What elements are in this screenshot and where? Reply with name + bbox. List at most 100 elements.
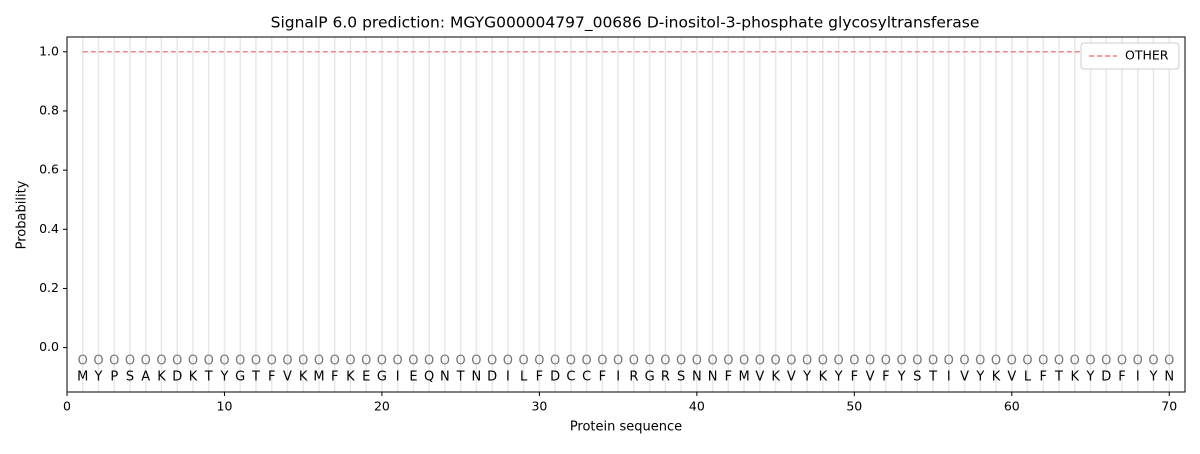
residue-label: C bbox=[566, 370, 575, 385]
residue-label: D bbox=[1101, 370, 1111, 385]
residue-label: K bbox=[189, 370, 198, 385]
residue-label: T bbox=[251, 370, 260, 385]
predicted-label: O bbox=[267, 354, 277, 369]
residue-label: Y bbox=[1149, 370, 1158, 385]
residue-label: C bbox=[582, 370, 591, 385]
residue-label: N bbox=[1164, 370, 1174, 385]
legend-box bbox=[1080, 42, 1180, 70]
residue-label: G bbox=[377, 370, 387, 385]
legend-label: OTHER bbox=[1125, 48, 1169, 63]
residue-label: T bbox=[1054, 370, 1063, 385]
predicted-label: O bbox=[912, 354, 922, 369]
predicted-label: O bbox=[1117, 354, 1127, 369]
residue-label: N bbox=[708, 370, 718, 385]
predicted-label: O bbox=[676, 354, 686, 369]
plot-frame bbox=[66, 36, 1186, 393]
residue-label: V bbox=[755, 370, 764, 385]
y-tick-label: 0.6 bbox=[39, 162, 59, 177]
residue-label: F bbox=[331, 370, 338, 385]
residue-label: I bbox=[1136, 370, 1140, 385]
residue-label: E bbox=[362, 370, 370, 385]
residue-label: F bbox=[268, 370, 275, 385]
predicted-label: O bbox=[298, 354, 308, 369]
x-tick-label: 60 bbox=[1004, 399, 1020, 414]
predicted-label: O bbox=[629, 354, 639, 369]
residue-label: I bbox=[616, 370, 620, 385]
predicted-label: O bbox=[141, 354, 151, 369]
y-tick-label: 0.0 bbox=[39, 339, 59, 354]
predicted-label: O bbox=[1022, 354, 1032, 369]
predicted-label: O bbox=[896, 354, 906, 369]
residue-label: T bbox=[456, 370, 465, 385]
residue-label: K bbox=[346, 370, 355, 385]
residue-label: Y bbox=[94, 370, 103, 385]
residue-label: Y bbox=[975, 370, 984, 385]
x-tick-label: 0 bbox=[63, 399, 71, 414]
y-axis-label: Probability bbox=[15, 180, 30, 249]
predicted-label: O bbox=[739, 354, 749, 369]
predicted-label: O bbox=[723, 354, 733, 369]
residue-label: S bbox=[913, 370, 921, 385]
predicted-label: O bbox=[865, 354, 875, 369]
predicted-label: O bbox=[566, 354, 576, 369]
predicted-label: O bbox=[1164, 354, 1174, 369]
x-tick-label: 30 bbox=[531, 399, 547, 414]
predicted-label: O bbox=[534, 354, 544, 369]
residue-label: K bbox=[1071, 370, 1080, 385]
residue-label: Q bbox=[424, 370, 434, 385]
predicted-label: O bbox=[786, 354, 796, 369]
predicted-label: O bbox=[156, 354, 166, 369]
predicted-label: O bbox=[471, 354, 481, 369]
predicted-label: O bbox=[125, 354, 135, 369]
residue-label: P bbox=[110, 370, 118, 385]
predicted-label: O bbox=[928, 354, 938, 369]
residue-label: K bbox=[771, 370, 780, 385]
residue-label: F bbox=[599, 370, 606, 385]
predicted-label: O bbox=[613, 354, 623, 369]
predicted-label: O bbox=[833, 354, 843, 369]
residue-label: F bbox=[536, 370, 543, 385]
predicted-label: O bbox=[424, 354, 434, 369]
residue-label: K bbox=[157, 370, 166, 385]
residue-label: G bbox=[645, 370, 655, 385]
predicted-label: O bbox=[172, 354, 182, 369]
predicted-label: O bbox=[109, 354, 119, 369]
residue-label: F bbox=[1040, 370, 1047, 385]
residue-label: R bbox=[661, 370, 670, 385]
residue-label: Y bbox=[1086, 370, 1095, 385]
predicted-label: O bbox=[1007, 354, 1017, 369]
predicted-label: O bbox=[975, 354, 985, 369]
residue-label: K bbox=[299, 370, 308, 385]
predicted-label: O bbox=[440, 354, 450, 369]
residue-label: R bbox=[629, 370, 638, 385]
residue-label: N bbox=[472, 370, 482, 385]
residue-label: F bbox=[725, 370, 732, 385]
predicted-label: O bbox=[487, 354, 497, 369]
residue-label: S bbox=[126, 370, 134, 385]
x-tick-label: 70 bbox=[1161, 399, 1177, 414]
residue-label: D bbox=[550, 370, 560, 385]
predicted-label: O bbox=[235, 354, 245, 369]
residue-label: K bbox=[819, 370, 828, 385]
y-tick-label: 0.4 bbox=[39, 221, 59, 236]
residue-label: T bbox=[204, 370, 213, 385]
predicted-label: O bbox=[1085, 354, 1095, 369]
predicted-label: O bbox=[991, 354, 1001, 369]
residue-label: N bbox=[692, 370, 702, 385]
predicted-label: O bbox=[456, 354, 466, 369]
predicted-label: O bbox=[1054, 354, 1064, 369]
x-axis-label: Protein sequence bbox=[570, 420, 682, 435]
residue-label: M bbox=[738, 370, 749, 385]
x-tick-label: 50 bbox=[846, 399, 862, 414]
residue-label: D bbox=[172, 370, 182, 385]
residue-label: Y bbox=[897, 370, 906, 385]
predicted-label: O bbox=[818, 354, 828, 369]
predicted-label: O bbox=[93, 354, 103, 369]
residue-label: Y bbox=[834, 370, 843, 385]
residue-label: E bbox=[409, 370, 417, 385]
predicted-label: O bbox=[361, 354, 371, 369]
predicted-label: O bbox=[1038, 354, 1048, 369]
residue-label: L bbox=[1024, 370, 1032, 385]
predicted-label: O bbox=[1133, 354, 1143, 369]
x-tick-label: 10 bbox=[217, 399, 233, 414]
